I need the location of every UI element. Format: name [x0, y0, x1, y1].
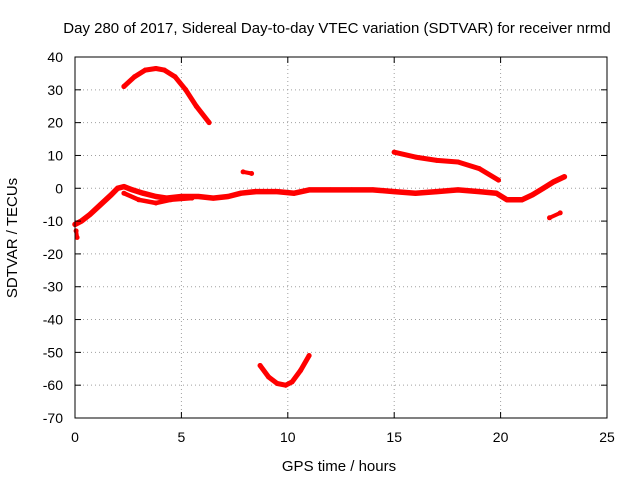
- x-tick-label: 5: [178, 429, 186, 445]
- y-tick-label: -50: [43, 344, 63, 360]
- data-point: [183, 87, 189, 93]
- data-point: [434, 157, 440, 163]
- data-point: [519, 197, 525, 203]
- data-point: [87, 212, 93, 217]
- y-tick-label: 30: [47, 82, 63, 98]
- data-point: [306, 187, 312, 193]
- series-layer: [72, 66, 568, 388]
- y-tick-label: -30: [43, 279, 63, 295]
- y-tick-label: -10: [43, 213, 63, 229]
- data-point: [547, 215, 552, 221]
- x-tick-label: 0: [71, 429, 79, 445]
- data-point: [108, 192, 114, 198]
- data-point: [504, 197, 510, 203]
- data-point: [73, 228, 79, 234]
- y-tick-label: -40: [43, 312, 63, 328]
- y-tick-label: -70: [43, 410, 63, 426]
- data-point: [391, 149, 397, 155]
- data-point: [98, 202, 103, 208]
- x-tick-label: 15: [386, 429, 402, 445]
- data-point: [530, 192, 535, 198]
- data-point: [132, 74, 138, 80]
- y-axis-label: SDTVAR / TECUs: [4, 178, 21, 298]
- data-point: [257, 363, 263, 368]
- data-point: [253, 189, 259, 195]
- y-tick-label: 40: [47, 49, 63, 65]
- data-point: [327, 187, 333, 193]
- chart-title: Day 280 of 2017, Sidereal Day-to-day VTE…: [63, 20, 610, 37]
- data-point: [455, 187, 461, 193]
- tick-layer: 0 5 10 15 20 25 -70 -60 -50 -40 -30 -20 -10 0 10 20 30 40: [43, 49, 615, 445]
- data-point: [153, 200, 159, 206]
- data-point: [540, 185, 546, 191]
- data-point: [193, 103, 199, 109]
- data-point: [283, 382, 289, 388]
- data-point: [172, 74, 178, 80]
- data-point: [195, 194, 201, 199]
- data-point: [306, 353, 312, 359]
- series-right-arc: [391, 149, 501, 183]
- data-point: [551, 179, 557, 185]
- x-tick-label: 10: [280, 429, 296, 445]
- data-point: [225, 194, 231, 199]
- data-point: [413, 154, 418, 160]
- y-tick-label: -20: [43, 246, 63, 262]
- data-point: [189, 195, 195, 201]
- data-point: [391, 189, 397, 195]
- data-point: [153, 194, 159, 199]
- data-point: [142, 67, 148, 73]
- y-tick-label: 0: [55, 180, 63, 196]
- data-point: [298, 367, 304, 373]
- data-point: [274, 189, 280, 195]
- data-point: [289, 379, 295, 385]
- data-point: [74, 235, 80, 240]
- data-point: [455, 159, 461, 165]
- data-point: [140, 190, 146, 196]
- data-point: [168, 197, 174, 203]
- y-tick-label: -60: [43, 377, 63, 393]
- data-point: [136, 197, 142, 203]
- data-point: [121, 190, 127, 196]
- data-point: [476, 189, 482, 195]
- data-point: [434, 189, 440, 195]
- data-point: [238, 190, 244, 196]
- data-point: [413, 190, 418, 196]
- data-point: [206, 120, 212, 126]
- y-tick-label: 10: [47, 147, 63, 163]
- grid-layer: [75, 57, 607, 418]
- x-tick-label: 20: [493, 429, 509, 445]
- x-axis-label: GPS time / hours: [282, 458, 396, 475]
- data-point: [249, 171, 255, 176]
- data-point: [266, 374, 272, 380]
- data-point: [121, 184, 127, 190]
- data-point: [370, 187, 376, 193]
- data-point: [493, 190, 499, 196]
- data-point: [240, 169, 246, 175]
- data-point: [349, 187, 355, 193]
- data-point: [78, 218, 84, 224]
- data-point: [561, 174, 567, 180]
- data-point: [476, 166, 482, 172]
- data-point: [153, 66, 159, 71]
- data-point: [274, 381, 280, 386]
- data-point: [496, 177, 501, 183]
- data-point: [115, 185, 121, 191]
- plot-frame: [74, 56, 608, 419]
- data-point: [130, 187, 135, 193]
- data-point: [121, 84, 127, 89]
- y-tick-label: 20: [47, 115, 63, 131]
- data-point: [557, 210, 563, 216]
- data-point: [210, 195, 216, 201]
- x-tick-label: 25: [599, 429, 615, 445]
- data-point: [161, 67, 167, 73]
- data-point: [291, 190, 297, 196]
